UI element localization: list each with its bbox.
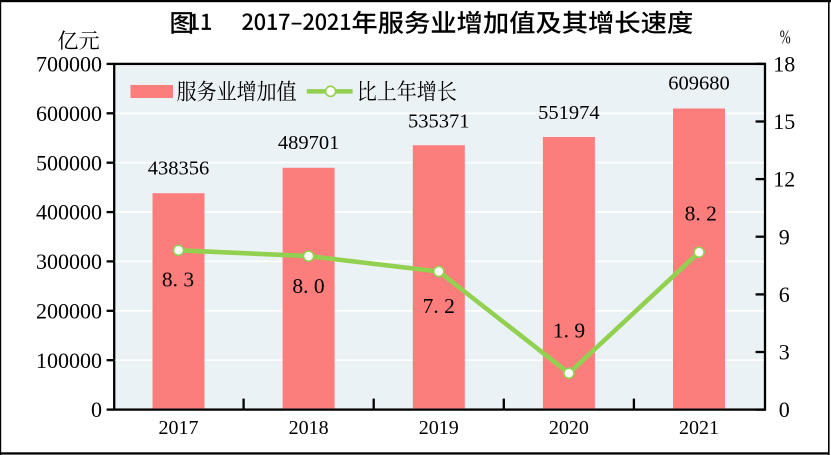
svg-text:2020: 2020 [549, 417, 589, 439]
svg-text:500000: 500000 [36, 150, 102, 175]
svg-text:0: 0 [91, 397, 102, 422]
svg-text:18: 18 [773, 52, 795, 77]
svg-text:%: % [780, 26, 791, 49]
svg-text:535371: 535371 [408, 110, 470, 132]
svg-text:489701: 489701 [278, 132, 340, 154]
svg-text:8. 2: 8. 2 [685, 202, 717, 226]
svg-text:9: 9 [779, 224, 790, 249]
svg-text:2018: 2018 [289, 417, 329, 439]
svg-text:300000: 300000 [36, 249, 102, 274]
svg-text:200000: 200000 [36, 298, 102, 323]
svg-text:12: 12 [773, 167, 795, 192]
svg-text:6: 6 [779, 282, 790, 307]
svg-text:551974: 551974 [538, 102, 600, 124]
svg-text:1. 9: 1. 9 [553, 319, 585, 343]
svg-text:600000: 600000 [36, 101, 102, 126]
svg-text:100000: 100000 [36, 348, 102, 373]
svg-text:3: 3 [779, 340, 790, 365]
svg-text:7. 2: 7. 2 [423, 294, 455, 318]
svg-text:8. 3: 8. 3 [162, 268, 194, 292]
svg-text:8. 0: 8. 0 [292, 274, 324, 298]
svg-text:609680: 609680 [668, 73, 730, 95]
svg-text:2017: 2017 [159, 417, 199, 439]
svg-text:700000: 700000 [36, 52, 102, 77]
svg-text:15: 15 [773, 109, 795, 134]
svg-text:400000: 400000 [36, 200, 102, 225]
svg-text:438356: 438356 [148, 158, 210, 180]
svg-text:2019: 2019 [419, 417, 459, 439]
svg-text:0: 0 [779, 397, 790, 422]
svg-text:2021: 2021 [679, 417, 719, 439]
